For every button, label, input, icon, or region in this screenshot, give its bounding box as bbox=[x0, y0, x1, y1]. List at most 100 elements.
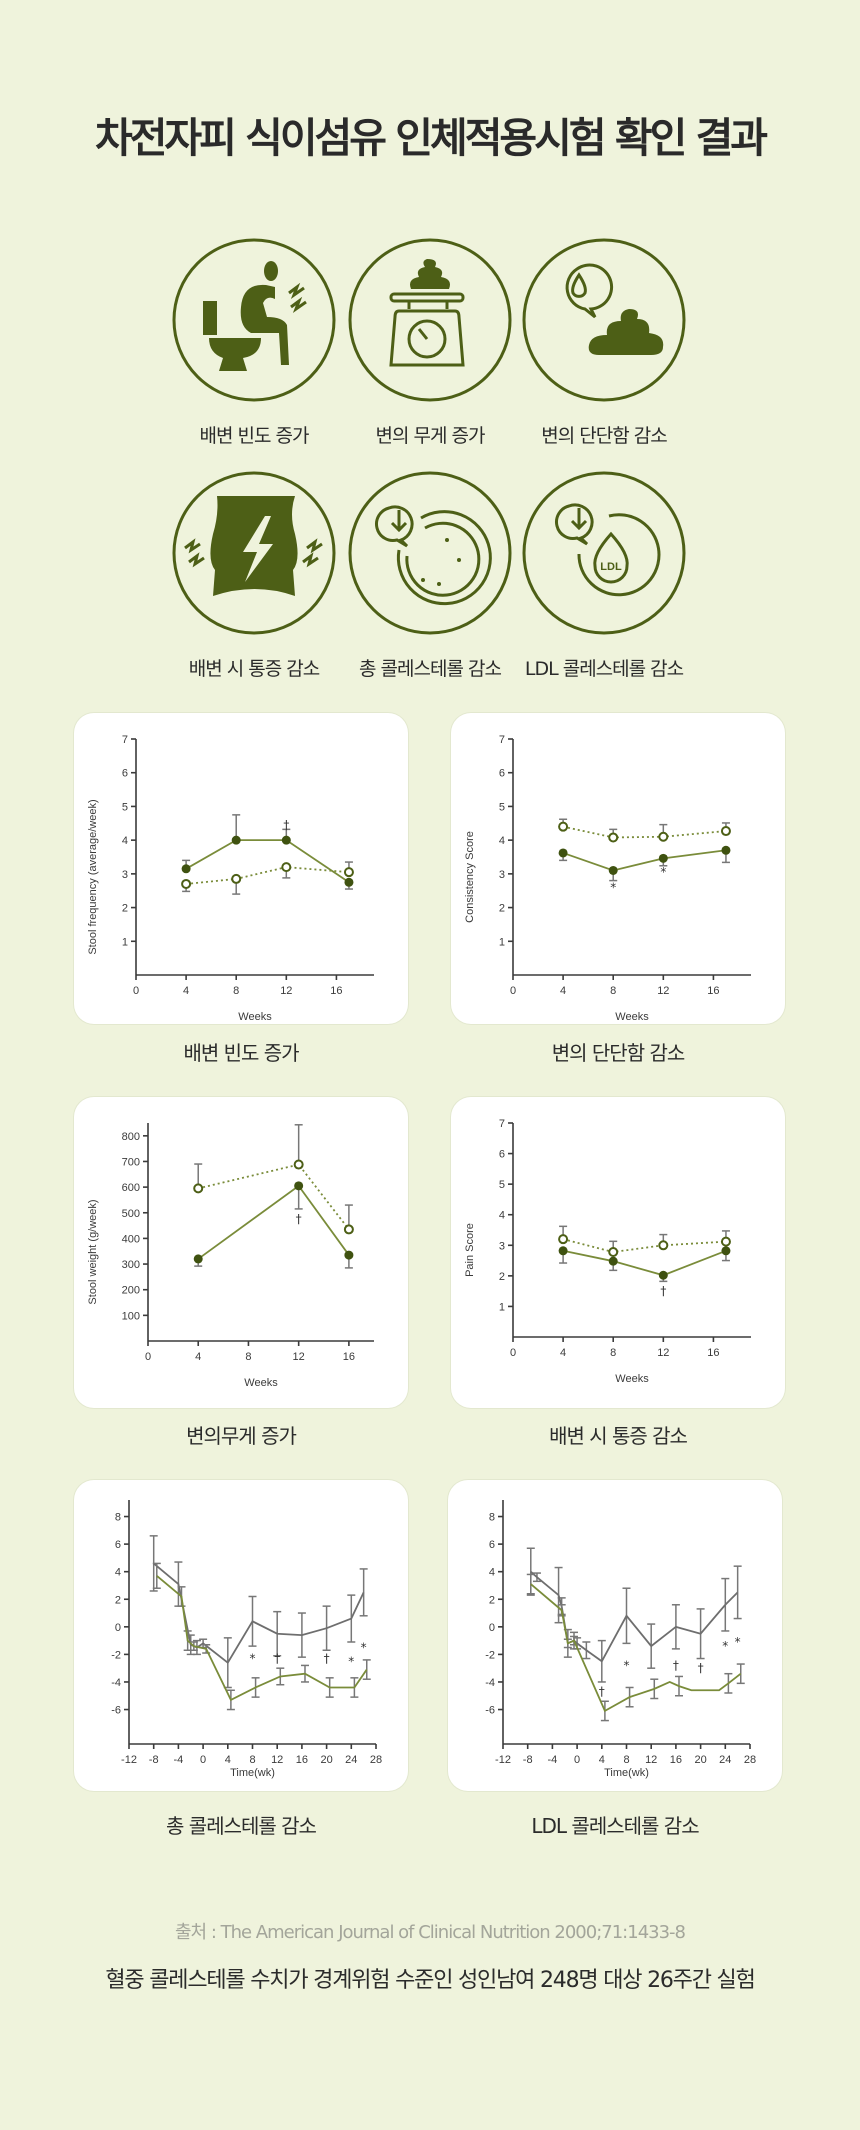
data-point bbox=[608, 1256, 618, 1266]
x-tick-label: 8 bbox=[245, 1351, 251, 1363]
y-tick-label: 6 bbox=[489, 1539, 495, 1551]
x-tick-label: 0 bbox=[574, 1754, 580, 1766]
y-tick-label: 2 bbox=[499, 1271, 505, 1283]
x-tick-label: 8 bbox=[233, 985, 239, 997]
y-tick-label: 0 bbox=[115, 1622, 121, 1634]
x-tick-label: 12 bbox=[645, 1754, 657, 1766]
y-tick-label: 1 bbox=[499, 936, 505, 948]
x-tick-label: 12 bbox=[657, 985, 669, 997]
data-point bbox=[721, 1246, 731, 1256]
x-tick-label: 0 bbox=[133, 985, 139, 997]
x-tick-label: 12 bbox=[271, 1754, 283, 1766]
series-line-control bbox=[153, 1562, 365, 1665]
data-point bbox=[344, 1250, 354, 1260]
benefit-pain-reduction: 배변 시 통증 감소 bbox=[154, 470, 354, 681]
data-point bbox=[720, 826, 731, 837]
significance-marker: * bbox=[660, 865, 666, 879]
data-point bbox=[344, 877, 354, 887]
icon-label: 총 콜레스테롤 감소 bbox=[359, 658, 502, 680]
data-point bbox=[720, 1236, 731, 1247]
x-tick-label: -8 bbox=[149, 1754, 159, 1766]
x-tick-label: -12 bbox=[495, 1754, 511, 1766]
series-line-psyllium bbox=[156, 1575, 368, 1702]
x-tick-label: -4 bbox=[548, 1754, 558, 1766]
series-line-psyllium bbox=[530, 1583, 742, 1713]
chart-card-ldl-cholesterol: 8 6 4 2 0 -2 -4 -6 -12 -8 -4 0 4 8 12 16 20 24 28 Time(wk) †… bbox=[448, 1480, 782, 1791]
x-tick-label: 4 bbox=[599, 1754, 605, 1766]
chart-card-consistency: 1 2 3 4 5 6 7 0 4 8 12 16 Weeks Consistency Score * * bbox=[451, 713, 785, 1024]
y-tick-label: 3 bbox=[122, 869, 128, 881]
data-point bbox=[343, 867, 354, 878]
x-tick-label: -8 bbox=[523, 1754, 533, 1766]
data-point bbox=[608, 832, 619, 843]
x-tick-label: 24 bbox=[719, 1754, 731, 1766]
data-point bbox=[343, 1224, 354, 1235]
data-point bbox=[231, 873, 242, 884]
y-tick-label: 5 bbox=[499, 1179, 505, 1191]
chart-card-stool-weight: 100 200 300 400 500 600 700 800 0 4 8 12 16 Weeks Stoo… bbox=[74, 1097, 408, 1408]
y-tick-label: 7 bbox=[499, 1118, 505, 1130]
y-tick-label: 0 bbox=[489, 1622, 495, 1634]
x-axis-label: Weeks bbox=[244, 1377, 278, 1389]
x-tick-label: 16 bbox=[296, 1754, 308, 1766]
significance-marker: * bbox=[624, 1658, 630, 1672]
benefit-stool-weight: 변의 무게 증가 bbox=[330, 237, 530, 448]
data-point bbox=[281, 862, 292, 873]
x-tick-label: 4 bbox=[225, 1754, 231, 1766]
y-axis-label: Stool frequency (average/week) bbox=[87, 799, 99, 954]
significance-marker: † bbox=[660, 1284, 666, 1298]
chart-caption: 변의무게 증가 bbox=[186, 1424, 297, 1448]
y-tick-label: 400 bbox=[122, 1233, 140, 1245]
y-tick-label: 100 bbox=[122, 1310, 140, 1322]
series-line-treatment bbox=[185, 839, 350, 884]
y-tick-label: 4 bbox=[122, 835, 128, 847]
benefit-ldl-cholesterol: LDL LDL 콜레스테롤 감소 bbox=[504, 470, 704, 681]
stool-droplet-icon bbox=[522, 238, 686, 402]
series-line-control bbox=[198, 1163, 350, 1230]
significance-marker: † bbox=[599, 1685, 605, 1699]
y-axis-label: Stool weight (g/week) bbox=[87, 1199, 99, 1304]
x-tick-label: 16 bbox=[330, 985, 342, 997]
benefit-stool-frequency: 배변 빈도 증가 bbox=[154, 237, 354, 448]
x-axis-label: Weeks bbox=[615, 1373, 649, 1385]
y-tick-label: -6 bbox=[485, 1705, 495, 1717]
x-tick-label: 16 bbox=[707, 985, 719, 997]
y-tick-label: 800 bbox=[122, 1131, 140, 1143]
y-tick-label: 3 bbox=[499, 869, 505, 881]
series-line-control bbox=[186, 866, 350, 885]
x-tick-label: 0 bbox=[510, 1347, 516, 1359]
data-point bbox=[558, 821, 569, 832]
x-axis-label: Weeks bbox=[615, 1011, 649, 1023]
x-tick-label: 24 bbox=[345, 1754, 357, 1766]
x-tick-label: 16 bbox=[343, 1351, 355, 1363]
significance-marker: † bbox=[324, 1652, 330, 1666]
data-point bbox=[658, 1270, 668, 1280]
data-point bbox=[558, 1234, 569, 1245]
y-tick-label: 4 bbox=[115, 1567, 121, 1579]
data-point bbox=[181, 878, 192, 889]
x-tick-label: 8 bbox=[623, 1754, 629, 1766]
series-line-treatment bbox=[562, 1249, 727, 1277]
abdomen-pain-icon bbox=[172, 471, 336, 635]
x-tick-label: -12 bbox=[121, 1754, 137, 1766]
data-point bbox=[231, 835, 241, 845]
x-axis-label: Weeks bbox=[238, 1011, 272, 1023]
series-line-control bbox=[562, 1238, 726, 1253]
x-tick-label: 0 bbox=[145, 1351, 151, 1363]
y-tick-label: 600 bbox=[122, 1182, 140, 1194]
y-tick-label: 300 bbox=[122, 1259, 140, 1271]
y-tick-label: 6 bbox=[499, 768, 505, 780]
series-line-control bbox=[562, 825, 727, 839]
x-axis-label: Time(wk) bbox=[604, 1767, 649, 1779]
y-tick-label: 8 bbox=[115, 1512, 121, 1524]
y-tick-label: -4 bbox=[485, 1677, 495, 1689]
study-summary: 혈중 콜레스테롤 수치가 경계위험 수준인 성인남여 248명 대상 26주간 … bbox=[105, 1968, 755, 1993]
x-tick-label: 8 bbox=[249, 1754, 255, 1766]
y-axis-label: Pain Score bbox=[464, 1223, 476, 1277]
significance-marker: * bbox=[250, 1652, 256, 1666]
y-tick-label: 200 bbox=[122, 1285, 140, 1297]
artery-cholesterol-icon bbox=[348, 471, 512, 635]
